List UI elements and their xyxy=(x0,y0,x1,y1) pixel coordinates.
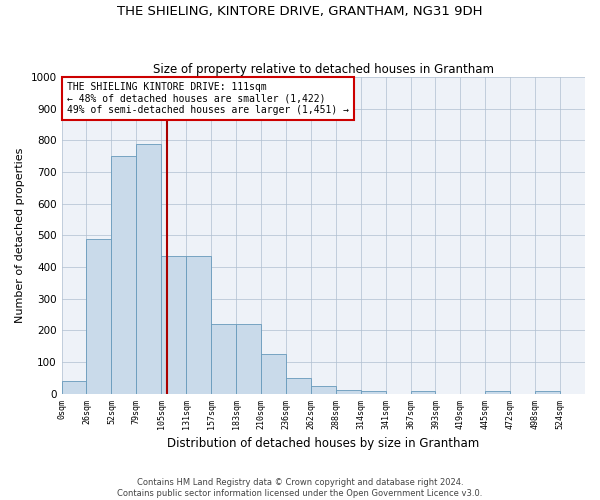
Bar xyxy=(286,378,311,394)
Title: Size of property relative to detached houses in Grantham: Size of property relative to detached ho… xyxy=(153,63,494,76)
X-axis label: Distribution of detached houses by size in Grantham: Distribution of detached houses by size … xyxy=(167,437,479,450)
Bar xyxy=(86,238,112,394)
Bar xyxy=(136,144,161,394)
Bar xyxy=(112,156,136,394)
Text: THE SHIELING, KINTORE DRIVE, GRANTHAM, NG31 9DH: THE SHIELING, KINTORE DRIVE, GRANTHAM, N… xyxy=(117,5,483,18)
Bar xyxy=(236,324,261,394)
Bar xyxy=(186,256,211,394)
Bar xyxy=(311,386,336,394)
Text: THE SHIELING KINTORE DRIVE: 111sqm
← 48% of detached houses are smaller (1,422)
: THE SHIELING KINTORE DRIVE: 111sqm ← 48%… xyxy=(67,82,349,115)
Bar xyxy=(535,390,560,394)
Y-axis label: Number of detached properties: Number of detached properties xyxy=(15,148,25,323)
Bar xyxy=(211,324,236,394)
Bar xyxy=(485,392,510,394)
Bar xyxy=(361,390,386,394)
Bar xyxy=(410,392,436,394)
Bar xyxy=(336,390,361,394)
Bar xyxy=(62,381,86,394)
Bar xyxy=(261,354,286,394)
Text: Contains HM Land Registry data © Crown copyright and database right 2024.
Contai: Contains HM Land Registry data © Crown c… xyxy=(118,478,482,498)
Bar xyxy=(161,256,186,394)
